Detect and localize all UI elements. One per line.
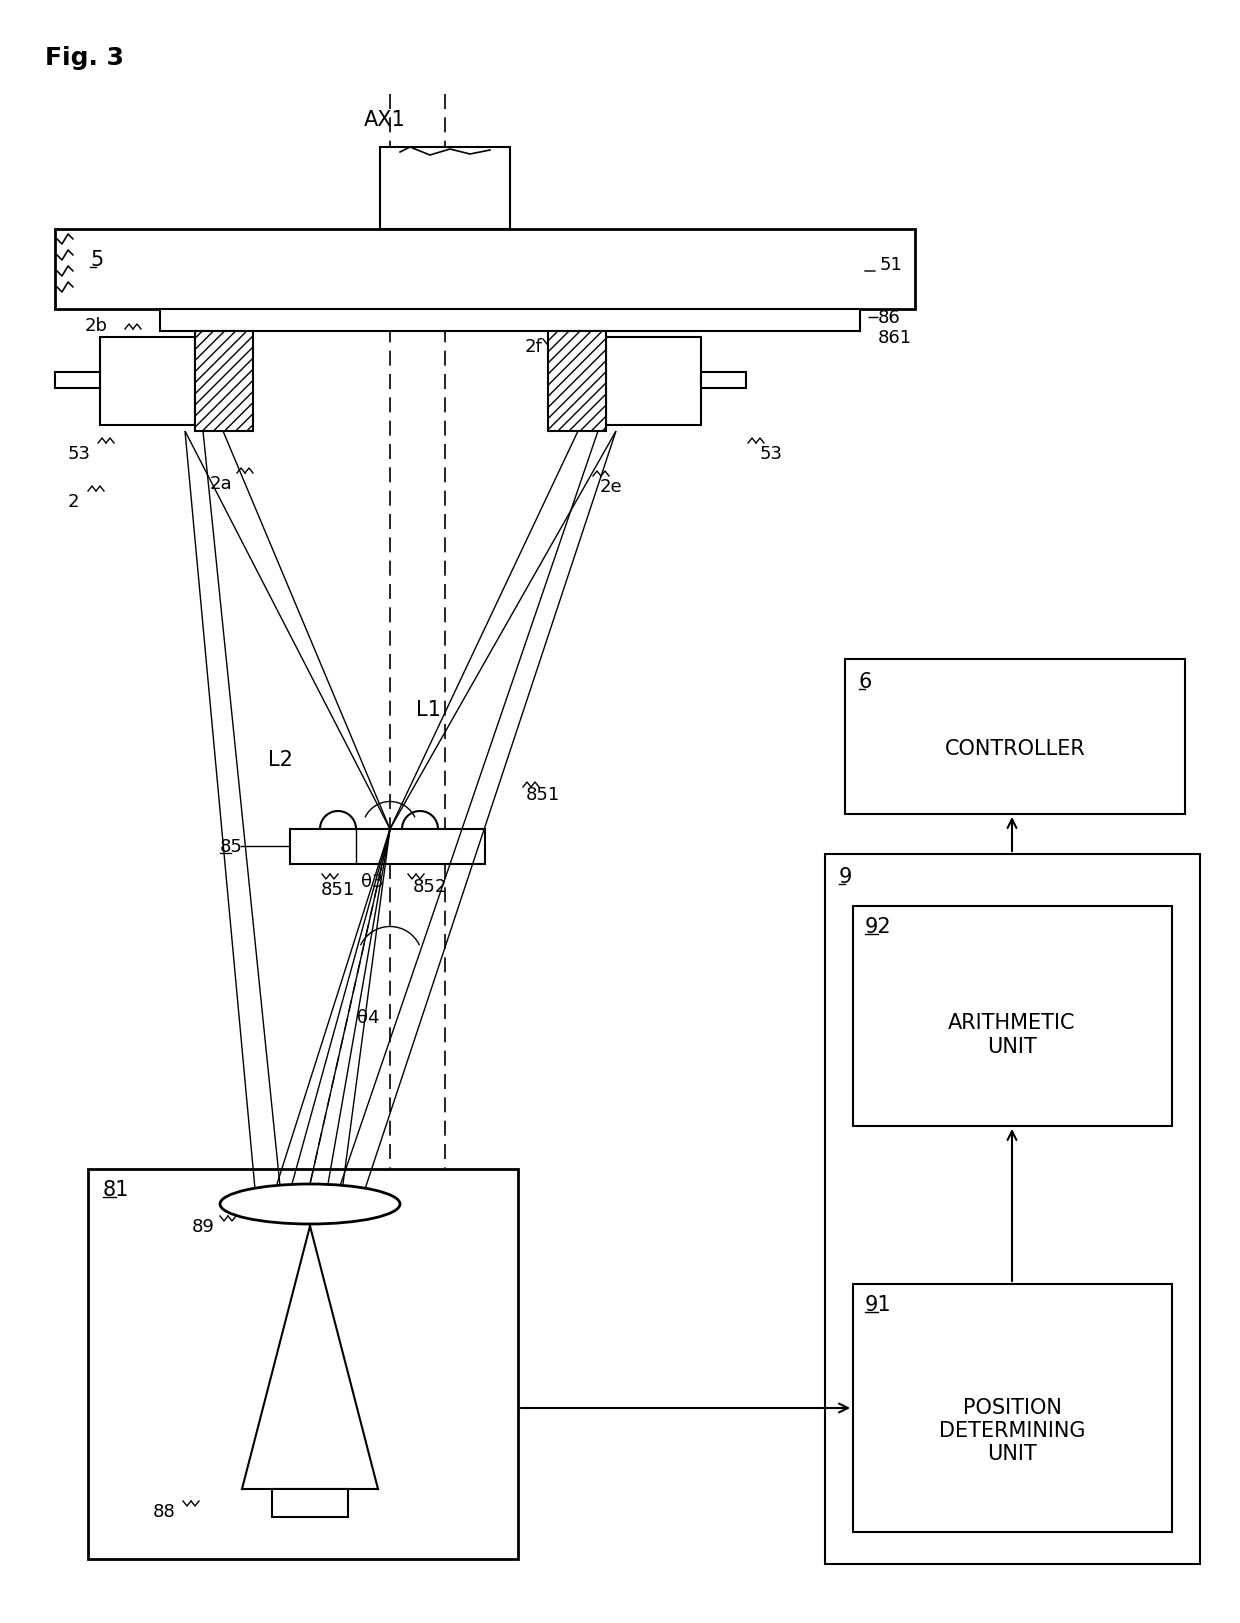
- Text: 51: 51: [880, 256, 903, 274]
- Text: 851: 851: [526, 786, 560, 803]
- Text: L1: L1: [415, 700, 440, 719]
- Text: 92: 92: [866, 917, 892, 936]
- Bar: [701, 373, 746, 390]
- Bar: [379, 148, 510, 230]
- Bar: [55, 373, 100, 390]
- Text: 2: 2: [68, 493, 79, 511]
- Text: L2: L2: [268, 750, 293, 769]
- Text: 2b: 2b: [86, 316, 108, 334]
- Text: ARITHMETIC
UNIT: ARITHMETIC UNIT: [949, 1013, 1076, 1057]
- Text: 53: 53: [760, 445, 782, 463]
- Bar: [853, 1284, 1172, 1532]
- Bar: [290, 829, 485, 865]
- Bar: [853, 906, 1172, 1126]
- Text: 88: 88: [153, 1501, 176, 1521]
- Text: 861: 861: [878, 329, 913, 347]
- Text: 86: 86: [878, 308, 900, 326]
- Bar: [548, 331, 606, 432]
- Text: 851: 851: [321, 880, 355, 899]
- Ellipse shape: [219, 1185, 401, 1224]
- Text: 2a: 2a: [210, 474, 233, 493]
- Text: CONTROLLER: CONTROLLER: [945, 738, 1085, 758]
- Bar: [825, 854, 1200, 1565]
- Text: 5: 5: [91, 250, 103, 269]
- Text: 91: 91: [866, 1294, 892, 1315]
- Bar: [55, 230, 915, 310]
- Bar: [272, 1488, 348, 1518]
- Text: 2e: 2e: [600, 477, 622, 495]
- Bar: [88, 1169, 518, 1560]
- Text: 6: 6: [859, 672, 873, 691]
- Text: 85: 85: [219, 837, 243, 855]
- Text: θ3: θ3: [361, 873, 383, 891]
- Text: 2f: 2f: [525, 338, 542, 355]
- Bar: [195, 331, 253, 432]
- Text: 852: 852: [413, 878, 448, 896]
- Text: 81: 81: [103, 1180, 129, 1199]
- Text: 53: 53: [68, 445, 91, 463]
- Text: 9: 9: [839, 867, 852, 886]
- Text: AX1: AX1: [365, 110, 405, 130]
- Text: POSITION
DETERMINING
UNIT: POSITION DETERMINING UNIT: [939, 1397, 1085, 1464]
- Text: Fig. 3: Fig. 3: [45, 45, 124, 70]
- Text: θ4: θ4: [357, 1008, 379, 1026]
- Text: 89: 89: [192, 1217, 215, 1235]
- Bar: [844, 659, 1185, 815]
- Bar: [160, 310, 861, 331]
- Bar: [100, 338, 195, 425]
- Bar: [606, 338, 701, 425]
